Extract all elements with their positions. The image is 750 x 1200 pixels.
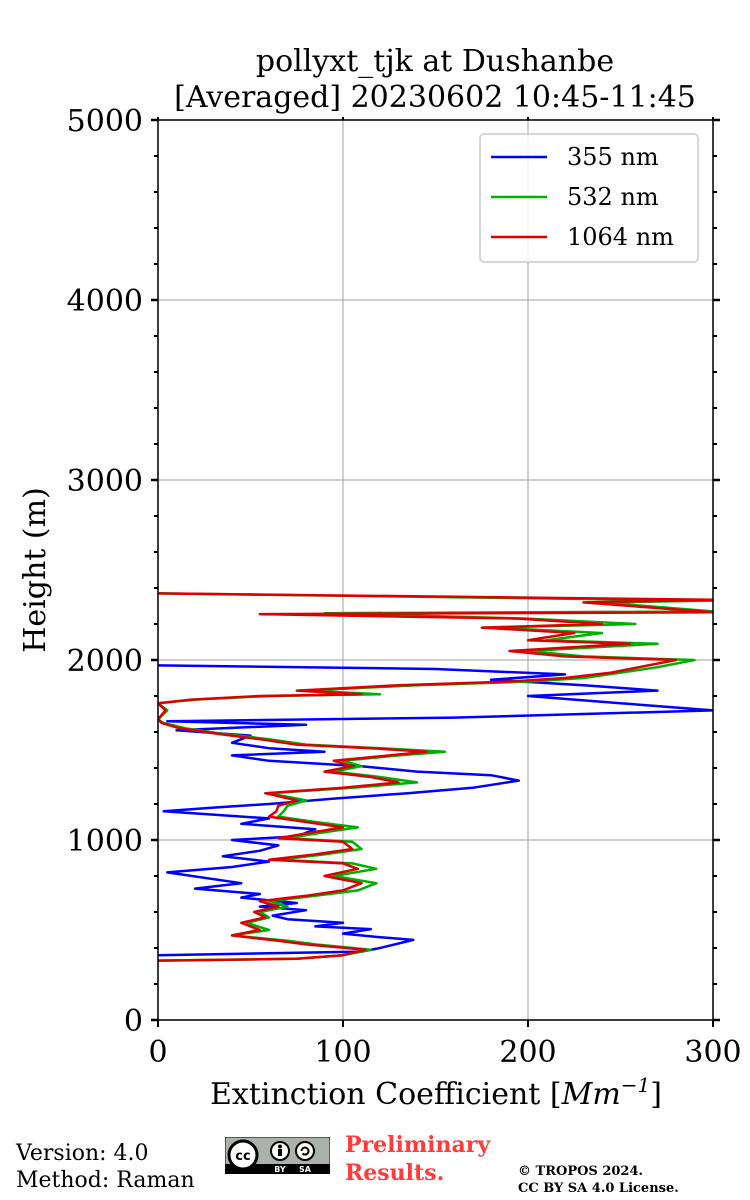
plot-frame bbox=[157, 119, 714, 1021]
series-line-532-nm bbox=[158, 592, 713, 962]
x-tick-label-200: 200 bbox=[499, 1035, 556, 1070]
cc-by-sa-badge: cc BY SA bbox=[225, 1137, 330, 1174]
legend: 355 nm 532 nm 1064 nm bbox=[479, 133, 699, 263]
y-tick-label-2000: 2000 bbox=[67, 644, 143, 679]
chart-title: pollyxt_tjk at Dushanbe bbox=[256, 44, 614, 79]
series-line-355-nm bbox=[158, 664, 713, 957]
y-tick-label-3000: 3000 bbox=[67, 464, 143, 499]
legend-label-1064: 1064 nm bbox=[567, 223, 674, 251]
version-text: Version: 4.0 bbox=[16, 1141, 149, 1166]
preliminary-results-line2: Results. bbox=[345, 1160, 445, 1186]
x-axis-label-exponent: −1 bbox=[621, 1073, 650, 1097]
y-axis-label: Height (m) bbox=[18, 487, 53, 652]
legend-label-532: 532 nm bbox=[567, 183, 659, 211]
copyright-line1: © TROPOS 2024. bbox=[518, 1164, 644, 1179]
method-text: Method: Raman bbox=[16, 1168, 195, 1193]
by-label: BY bbox=[274, 1165, 286, 1174]
legend-frame bbox=[479, 133, 699, 263]
legend-label-355: 355 nm bbox=[567, 143, 659, 171]
x-tick-label-300: 300 bbox=[684, 1035, 741, 1070]
copyright-line2: CC BY SA 4.0 License. bbox=[518, 1181, 679, 1196]
x-axis-label: Extinction Coefficient [Mm−1] bbox=[210, 1073, 662, 1112]
cc-icon-text: cc bbox=[235, 1149, 250, 1164]
preliminary-results-line1: Preliminary bbox=[345, 1132, 491, 1158]
x-axis-label-unit: Mm bbox=[561, 1077, 621, 1112]
series-lines bbox=[158, 592, 713, 962]
y-tick-label-5000: 5000 bbox=[67, 104, 143, 139]
sa-icon bbox=[295, 1141, 315, 1161]
y-tick-label-4000: 4000 bbox=[67, 284, 143, 319]
sa-label: SA bbox=[299, 1165, 312, 1174]
x-axis-label-close: ] bbox=[650, 1077, 662, 1112]
x-tick-label-0: 0 bbox=[148, 1035, 167, 1070]
x-axis-label-text: Extinction Coefficient [ bbox=[210, 1077, 562, 1112]
y-tick-label-1000: 1000 bbox=[67, 824, 143, 859]
y-tick-label-0: 0 bbox=[124, 1004, 143, 1039]
series-line-1064-nm bbox=[158, 592, 713, 962]
chart-subtitle: [Averaged] 20230602 10:45-11:45 bbox=[174, 80, 696, 115]
cc-icon bbox=[227, 1139, 259, 1171]
x-tick-label-100: 100 bbox=[314, 1035, 371, 1070]
